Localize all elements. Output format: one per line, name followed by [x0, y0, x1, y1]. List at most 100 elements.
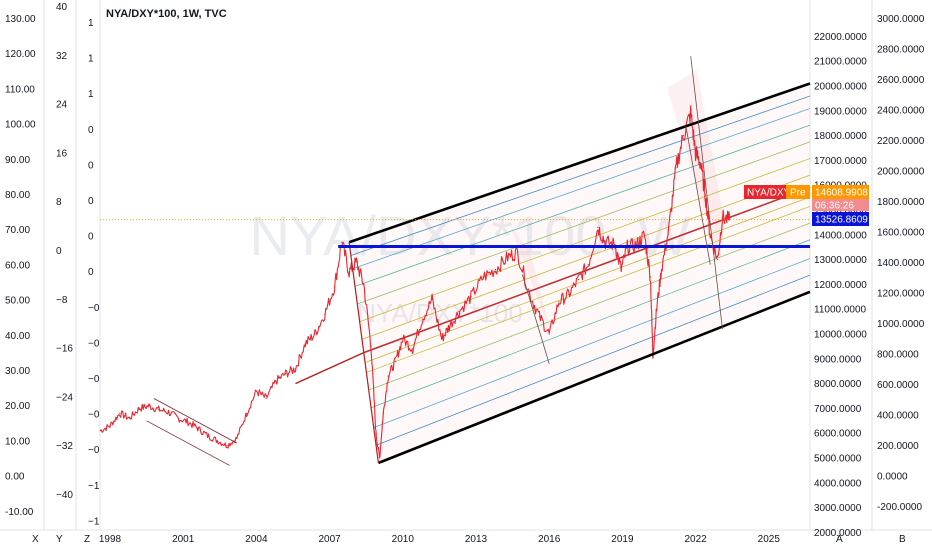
b-scale-tick-label: 2800.0000	[877, 45, 925, 56]
x-scale-tick-label: 0.00	[5, 472, 25, 483]
x-scale-tick-label: 70.00	[5, 225, 30, 236]
x-scale-tick-label: 30.00	[5, 366, 30, 377]
price-point	[177, 417, 179, 419]
price-point	[216, 440, 218, 442]
z-scale-tick-label: −1	[88, 481, 100, 492]
x-scale-tick-label: 10.00	[5, 436, 30, 447]
trend-line-2022b[interactable]	[685, 125, 711, 265]
drawings	[100, 56, 811, 466]
price-point	[704, 194, 706, 196]
a-scale-tick-label: 21000.0000	[814, 57, 867, 68]
x-scale-tick-label: 130.00	[5, 14, 36, 25]
b-scale-tick-label: 800.0000	[877, 350, 919, 361]
a-scale-tick-label: 9000.0000	[814, 354, 862, 365]
trend-line-2015[interactable]	[521, 274, 550, 364]
price-point	[675, 167, 677, 169]
a-scale-tick-label: 4000.0000	[814, 478, 862, 489]
trend-line-2022a[interactable]	[690, 56, 723, 330]
b-scale-tick-label: 1200.0000	[877, 289, 925, 300]
z-scale-tick-label: 0	[88, 196, 94, 207]
fib-level-line	[361, 174, 811, 340]
z-scale-tick-label: 1	[88, 18, 94, 29]
fib-level-line	[366, 206, 811, 373]
z-scale-tick-label: 1	[88, 54, 94, 65]
price-point	[470, 296, 472, 298]
y-scale-tick-label: 0	[56, 246, 62, 257]
price-point	[709, 234, 711, 236]
chart-title: NYA/DXY*100, 1W, TVC	[106, 8, 227, 20]
y-scale-tick-label: −16	[56, 344, 73, 355]
last-price-tag[interactable]	[812, 185, 869, 199]
countdown-tag	[812, 199, 869, 211]
series-name-tag-text: NYA/DXY*	[747, 188, 794, 199]
price-point	[355, 261, 358, 263]
price-point	[690, 112, 692, 114]
x-tick-label: 2010	[392, 534, 415, 545]
channel-lower-line[interactable]	[377, 290, 811, 465]
price-point	[370, 345, 372, 347]
b-scale-tick-label: 1000.0000	[877, 319, 925, 330]
y-scale-tick-label: 8	[56, 197, 62, 208]
price-point	[402, 338, 404, 340]
median-extension-line	[295, 351, 365, 385]
a-scale-tick-label: 13000.0000	[814, 255, 867, 266]
y-scale-tick-label: −32	[56, 441, 73, 452]
price-point	[148, 405, 150, 407]
b-scale-tick-label: 200.0000	[877, 441, 919, 452]
fib-level-line	[364, 196, 811, 363]
price-point	[482, 276, 484, 278]
a-scale-tick-label: 18000.0000	[814, 131, 867, 142]
horizontal-level-tag[interactable]	[812, 212, 869, 226]
channel-fill	[349, 83, 810, 463]
x-scale-tick-label: 20.00	[5, 401, 30, 412]
fib-level-line	[357, 141, 811, 305]
price-point	[246, 412, 248, 414]
price-point	[699, 162, 702, 164]
z-scale-tick-label: −0	[88, 303, 100, 314]
price-point	[538, 316, 541, 318]
b-scale-tick-label: 600.0000	[877, 380, 919, 391]
axis-letter-z[interactable]: Z	[84, 534, 90, 545]
price-point	[275, 380, 277, 382]
x-tick-label: 2019	[611, 534, 634, 545]
price-point	[314, 333, 316, 335]
y-scale-tick-label: 32	[56, 51, 68, 62]
axis-letter-a[interactable]: A	[836, 534, 843, 545]
axis-letter-y[interactable]: Y	[56, 534, 63, 545]
y-scale-tick-label: −40	[56, 490, 73, 501]
horizontal-level-tag-text: 13526.8609	[815, 215, 868, 226]
b-scale-tick-label: 2000.0000	[877, 167, 925, 178]
y-scale-tick-label: 40	[56, 2, 68, 13]
pre-tag	[786, 185, 810, 199]
price-point	[604, 241, 606, 243]
z-scale-tick-label: −0	[88, 374, 100, 385]
price-point	[660, 268, 663, 271]
price-point	[643, 234, 645, 236]
price-point	[197, 427, 199, 429]
b-scale-tick-label: 1400.0000	[877, 258, 925, 269]
price-point	[620, 268, 622, 271]
channel-upper-line[interactable]	[348, 82, 811, 244]
axis-letter-b[interactable]: B	[899, 534, 906, 545]
z-scale-tick-label: 0	[88, 232, 94, 243]
mini-channel-lower[interactable]	[146, 420, 230, 466]
x-tick-label: 2025	[758, 534, 781, 545]
channel-handle-line[interactable]	[348, 242, 379, 464]
z-scale-tick-label: 0	[88, 125, 94, 136]
price-point	[548, 333, 550, 335]
a-scale-tick-label: 10000.0000	[814, 330, 867, 341]
price-point	[158, 409, 160, 411]
axis-letter-x[interactable]: X	[32, 534, 39, 545]
price-point	[109, 425, 111, 427]
y-scale-tick-label: −24	[56, 392, 73, 403]
price-point	[341, 241, 343, 243]
b-scale-tick-label: 2200.0000	[877, 136, 925, 147]
price-line	[99, 105, 731, 459]
mini-channel-upper[interactable]	[153, 398, 238, 444]
z-scale-tick-label: −0	[88, 410, 100, 421]
price-point	[716, 259, 719, 261]
fib-level-line	[370, 239, 811, 409]
price-point	[207, 435, 209, 437]
price-point	[375, 432, 377, 434]
